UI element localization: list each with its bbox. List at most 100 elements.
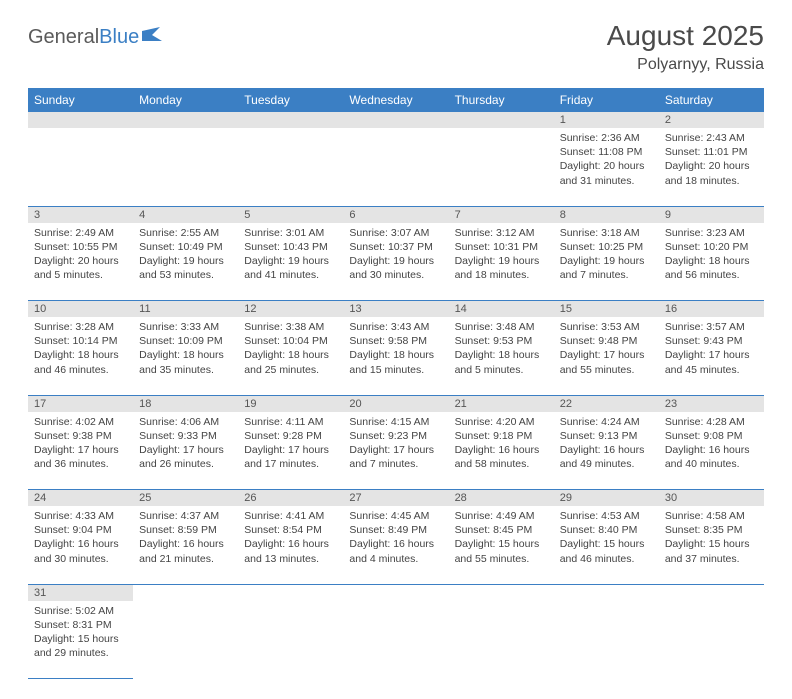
day-line: Sunset: 8:49 PM	[349, 523, 442, 537]
day-cell: Sunrise: 2:49 AMSunset: 10:55 PMDaylight…	[28, 223, 133, 301]
day-line: Daylight: 16 hours	[665, 443, 758, 457]
day-line: and 58 minutes.	[455, 457, 548, 471]
day-number: 11	[133, 301, 238, 318]
day-number	[133, 584, 238, 601]
day-line: and 37 minutes.	[665, 552, 758, 566]
weekday-header-row: Sunday Monday Tuesday Wednesday Thursday…	[28, 88, 764, 112]
day-line: Daylight: 15 hours	[560, 537, 653, 551]
month-title: August 2025	[607, 20, 764, 52]
day-details: Sunrise: 4:02 AMSunset: 9:38 PMDaylight:…	[28, 412, 133, 476]
day-line: Sunset: 9:13 PM	[560, 429, 653, 443]
day-line: and 15 minutes.	[349, 363, 442, 377]
day-line: Sunrise: 4:53 AM	[560, 509, 653, 523]
day-cell: Sunrise: 2:43 AMSunset: 11:01 PMDaylight…	[659, 128, 764, 206]
day-line: and 18 minutes.	[665, 174, 758, 188]
day-line: Sunrise: 3:28 AM	[34, 320, 127, 334]
day-cell: Sunrise: 4:11 AMSunset: 9:28 PMDaylight:…	[238, 412, 343, 490]
day-number: 17	[28, 395, 133, 412]
week-row: Sunrise: 2:49 AMSunset: 10:55 PMDaylight…	[28, 223, 764, 301]
day-details: Sunrise: 3:48 AMSunset: 9:53 PMDaylight:…	[449, 317, 554, 381]
page-header: GeneralBlue August 2025 Polyarnyy, Russi…	[28, 20, 764, 74]
day-number	[133, 112, 238, 128]
daynum-row: 31	[28, 584, 764, 601]
day-line: Sunset: 8:54 PM	[244, 523, 337, 537]
day-line: Daylight: 17 hours	[244, 443, 337, 457]
day-line: Sunrise: 3:48 AM	[455, 320, 548, 334]
day-line: Sunset: 10:31 PM	[455, 240, 548, 254]
day-cell: Sunrise: 3:28 AMSunset: 10:14 PMDaylight…	[28, 317, 133, 395]
day-line: and 45 minutes.	[665, 363, 758, 377]
day-number	[449, 112, 554, 128]
day-line: Sunrise: 3:18 AM	[560, 226, 653, 240]
day-line: Sunrise: 4:15 AM	[349, 415, 442, 429]
day-details: Sunrise: 4:15 AMSunset: 9:23 PMDaylight:…	[343, 412, 448, 476]
day-cell: Sunrise: 4:06 AMSunset: 9:33 PMDaylight:…	[133, 412, 238, 490]
day-cell: Sunrise: 4:37 AMSunset: 8:59 PMDaylight:…	[133, 506, 238, 584]
day-details: Sunrise: 4:24 AMSunset: 9:13 PMDaylight:…	[554, 412, 659, 476]
weekday-header: Saturday	[659, 88, 764, 112]
day-line: and 31 minutes.	[560, 174, 653, 188]
day-details: Sunrise: 3:38 AMSunset: 10:04 PMDaylight…	[238, 317, 343, 381]
day-number: 9	[659, 206, 764, 223]
day-line: and 41 minutes.	[244, 268, 337, 282]
day-line: Daylight: 19 hours	[349, 254, 442, 268]
day-line: and 29 minutes.	[34, 646, 127, 660]
day-cell: Sunrise: 3:23 AMSunset: 10:20 PMDaylight…	[659, 223, 764, 301]
day-details: Sunrise: 4:20 AMSunset: 9:18 PMDaylight:…	[449, 412, 554, 476]
day-number: 7	[449, 206, 554, 223]
day-cell	[133, 128, 238, 206]
day-cell: Sunrise: 3:07 AMSunset: 10:37 PMDaylight…	[343, 223, 448, 301]
day-line: Sunset: 10:25 PM	[560, 240, 653, 254]
day-line: Sunrise: 4:58 AM	[665, 509, 758, 523]
day-line: Sunrise: 2:55 AM	[139, 226, 232, 240]
day-line: Sunset: 10:43 PM	[244, 240, 337, 254]
day-line: Sunset: 9:28 PM	[244, 429, 337, 443]
day-number: 5	[238, 206, 343, 223]
day-details: Sunrise: 3:01 AMSunset: 10:43 PMDaylight…	[238, 223, 343, 287]
day-line: Sunset: 8:45 PM	[455, 523, 548, 537]
day-line: Daylight: 17 hours	[665, 348, 758, 362]
day-line: and 21 minutes.	[139, 552, 232, 566]
day-line: Daylight: 20 hours	[34, 254, 127, 268]
day-line: and 40 minutes.	[665, 457, 758, 471]
day-number: 1	[554, 112, 659, 128]
day-details: Sunrise: 4:58 AMSunset: 8:35 PMDaylight:…	[659, 506, 764, 570]
day-details: Sunrise: 4:11 AMSunset: 9:28 PMDaylight:…	[238, 412, 343, 476]
day-line: Daylight: 16 hours	[139, 537, 232, 551]
day-cell: Sunrise: 4:41 AMSunset: 8:54 PMDaylight:…	[238, 506, 343, 584]
day-line: and 4 minutes.	[349, 552, 442, 566]
day-number: 6	[343, 206, 448, 223]
day-details: Sunrise: 4:37 AMSunset: 8:59 PMDaylight:…	[133, 506, 238, 570]
day-line: Sunset: 9:48 PM	[560, 334, 653, 348]
day-number: 21	[449, 395, 554, 412]
day-details: Sunrise: 4:45 AMSunset: 8:49 PMDaylight:…	[343, 506, 448, 570]
day-number: 8	[554, 206, 659, 223]
day-line: Daylight: 19 hours	[560, 254, 653, 268]
day-cell: Sunrise: 3:53 AMSunset: 9:48 PMDaylight:…	[554, 317, 659, 395]
day-details: Sunrise: 2:49 AMSunset: 10:55 PMDaylight…	[28, 223, 133, 287]
brand-logo: GeneralBlue	[28, 20, 164, 49]
day-line: Daylight: 15 hours	[665, 537, 758, 551]
day-line: Sunset: 9:53 PM	[455, 334, 548, 348]
day-line: Daylight: 19 hours	[139, 254, 232, 268]
day-number: 19	[238, 395, 343, 412]
logo-text-2: Blue	[99, 26, 139, 49]
day-number: 20	[343, 395, 448, 412]
day-line: Sunset: 9:38 PM	[34, 429, 127, 443]
day-details: Sunrise: 3:53 AMSunset: 9:48 PMDaylight:…	[554, 317, 659, 381]
day-line: Sunrise: 3:57 AM	[665, 320, 758, 334]
day-cell: Sunrise: 4:24 AMSunset: 9:13 PMDaylight:…	[554, 412, 659, 490]
day-line: Sunrise: 4:24 AM	[560, 415, 653, 429]
day-details: Sunrise: 3:23 AMSunset: 10:20 PMDaylight…	[659, 223, 764, 287]
day-line: Sunset: 10:04 PM	[244, 334, 337, 348]
day-number	[343, 584, 448, 601]
week-row: Sunrise: 3:28 AMSunset: 10:14 PMDaylight…	[28, 317, 764, 395]
day-line: and 7 minutes.	[560, 268, 653, 282]
day-cell: Sunrise: 5:02 AMSunset: 8:31 PMDaylight:…	[28, 601, 133, 679]
day-number	[238, 112, 343, 128]
day-cell	[343, 601, 448, 679]
day-line: and 36 minutes.	[34, 457, 127, 471]
day-number	[554, 584, 659, 601]
day-line: Sunrise: 4:20 AM	[455, 415, 548, 429]
day-number: 15	[554, 301, 659, 318]
